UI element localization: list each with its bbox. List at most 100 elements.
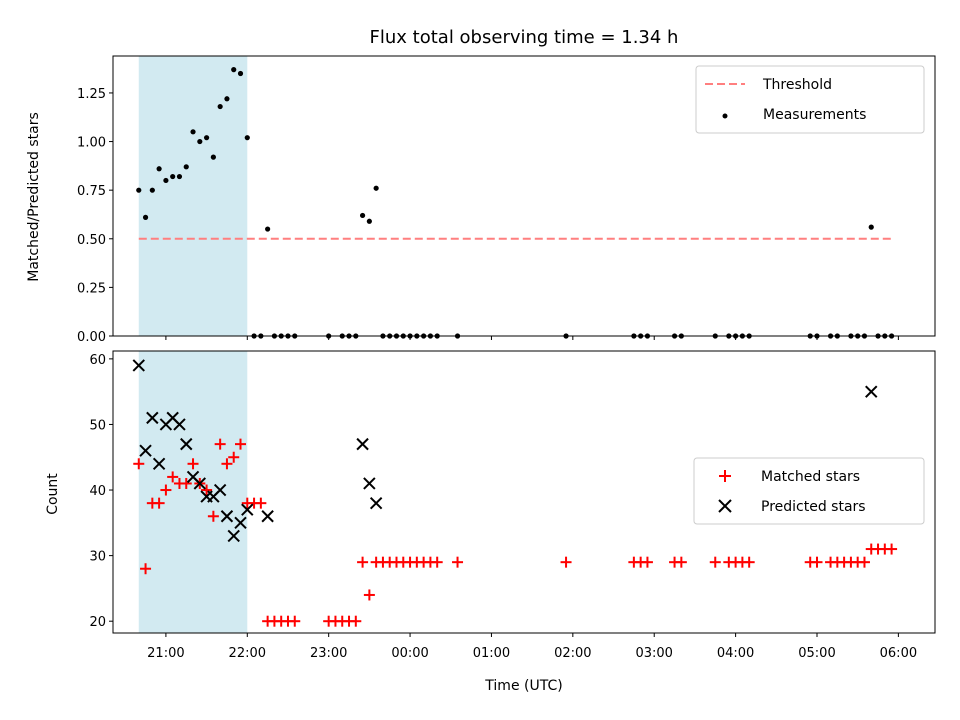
bottom-y-tick-label: 20 xyxy=(89,615,106,630)
measurement-point xyxy=(373,185,379,191)
x-tick-label: 02:00 xyxy=(554,646,591,661)
matched-star-point xyxy=(228,451,240,463)
matched-star-point xyxy=(214,438,226,450)
matched-star-point xyxy=(153,497,165,509)
predicted-star-point xyxy=(139,444,152,457)
x-tick-label: 01:00 xyxy=(473,646,510,661)
predicted-star-point xyxy=(363,477,376,490)
matched-star-point xyxy=(235,438,247,450)
x-tick-label: 04:00 xyxy=(717,646,754,661)
top-y-axis-label: Matched/Predicted stars xyxy=(26,112,42,282)
matched-star-point xyxy=(350,615,362,627)
top-axes-frame xyxy=(112,55,936,337)
measurement-point xyxy=(366,218,372,224)
matched-star-point xyxy=(858,556,870,568)
predicted-legend-label: Predicted stars xyxy=(761,499,866,515)
predicted-star-point xyxy=(173,418,186,431)
measurement-point xyxy=(170,173,176,180)
matched-star-point xyxy=(207,510,219,522)
measurement-point xyxy=(244,135,250,141)
matched-star-point xyxy=(363,589,375,601)
matched-star-point xyxy=(641,556,653,568)
matched-star-point xyxy=(560,556,572,568)
measurement-point xyxy=(176,173,183,180)
predicted-star-point xyxy=(369,496,383,510)
measurement-point xyxy=(156,166,162,172)
bottom-y-ticks: 20 30 40 50 60 xyxy=(89,353,113,630)
x-tick-label: 05:00 xyxy=(798,646,835,661)
x-axis-label: Time (UTC) xyxy=(484,678,562,694)
bottom-points xyxy=(132,359,898,627)
measurements-legend-label: Measurements xyxy=(763,107,866,123)
measurement-point xyxy=(265,226,271,232)
predicted-star-point xyxy=(180,437,193,451)
x-tick-label: 22:00 xyxy=(229,646,266,661)
predicted-star-point xyxy=(234,516,247,530)
measurement-point xyxy=(237,70,244,77)
measurement-point xyxy=(190,129,196,135)
x-tick-label: 23:00 xyxy=(310,646,347,661)
top-y-tick-label: 0.25 xyxy=(77,281,106,296)
matched-star-point xyxy=(431,556,443,568)
bottom-axes-frame xyxy=(112,350,936,634)
bottom-y-tick-label: 40 xyxy=(89,484,106,499)
predicted-star-point xyxy=(227,529,240,543)
predicted-star-point xyxy=(213,483,227,497)
predicted-star-point xyxy=(146,411,159,425)
matched-star-point xyxy=(811,556,823,568)
predicted-star-point xyxy=(220,510,234,523)
matched-star-point xyxy=(452,556,464,568)
matched-star-point xyxy=(180,477,192,489)
bottom-y-tick-label: 60 xyxy=(89,353,106,368)
top-y-tick-label: 0.75 xyxy=(77,184,106,199)
bottom-y-axis-label: Count xyxy=(45,473,61,515)
matched-legend-swatch xyxy=(719,470,731,482)
predicted-star-point xyxy=(261,510,274,523)
predicted-star-point xyxy=(865,385,878,398)
predicted-star-point xyxy=(132,359,145,372)
measurement-point xyxy=(217,103,223,110)
matched-star-point xyxy=(709,556,721,568)
matched-star-point xyxy=(886,543,898,555)
bottom-x-ticks: 21:00 22:00 23:00 00:00 01:00 02:00 03:00 04:00… xyxy=(147,633,917,661)
x-tick-label: 21:00 xyxy=(147,646,184,661)
matched-star-point xyxy=(221,458,233,470)
matched-star-point xyxy=(675,556,687,568)
matched-star-point xyxy=(133,458,145,470)
predicted-legend-swatch xyxy=(718,499,732,513)
top-y-tick-label: 1.00 xyxy=(77,136,106,151)
matched-star-point xyxy=(201,484,213,496)
measurement-point xyxy=(136,187,142,193)
measurement-point xyxy=(149,187,155,193)
predicted-star-point xyxy=(356,437,369,451)
matched-star-point xyxy=(289,615,301,627)
x-tick-label: 00:00 xyxy=(391,646,428,661)
predicted-star-point xyxy=(241,503,254,516)
top-x-ticks xyxy=(165,336,899,340)
matched-star-point xyxy=(160,484,172,496)
matched-star-point xyxy=(255,497,267,509)
chart-title: Flux total observing time = 1.34 h xyxy=(370,27,679,48)
top-legend-box xyxy=(695,65,925,134)
measurement-point xyxy=(868,224,874,230)
bottom-legend-box xyxy=(693,457,925,525)
bottom-y-tick-label: 50 xyxy=(89,418,106,433)
x-tick-label: 03:00 xyxy=(635,646,672,661)
matched-star-point xyxy=(187,458,199,470)
top-legend: Threshold Measurements xyxy=(695,65,925,134)
measurement-point xyxy=(359,212,366,219)
top-y-tick-label: 0.00 xyxy=(77,330,106,345)
bottom-shaded-region xyxy=(138,351,248,633)
matched-legend-label: Matched stars xyxy=(761,469,860,485)
top-y-tick-label: 0.50 xyxy=(77,233,106,248)
top-panel: 0.00 0.25 0.50 0.75 1.00 1.25 Matched/Predict… xyxy=(26,55,936,345)
measurement-point xyxy=(224,96,230,102)
matched-star-point xyxy=(167,471,179,483)
predicted-star-point xyxy=(193,477,207,490)
measurements-legend-swatch xyxy=(722,113,728,119)
threshold-legend-label: Threshold xyxy=(762,77,832,93)
top-y-ticks: 0.00 0.25 0.50 0.75 1.00 1.25 xyxy=(77,87,113,345)
matched-star-point xyxy=(743,556,755,568)
top-shaded-region xyxy=(138,56,248,336)
